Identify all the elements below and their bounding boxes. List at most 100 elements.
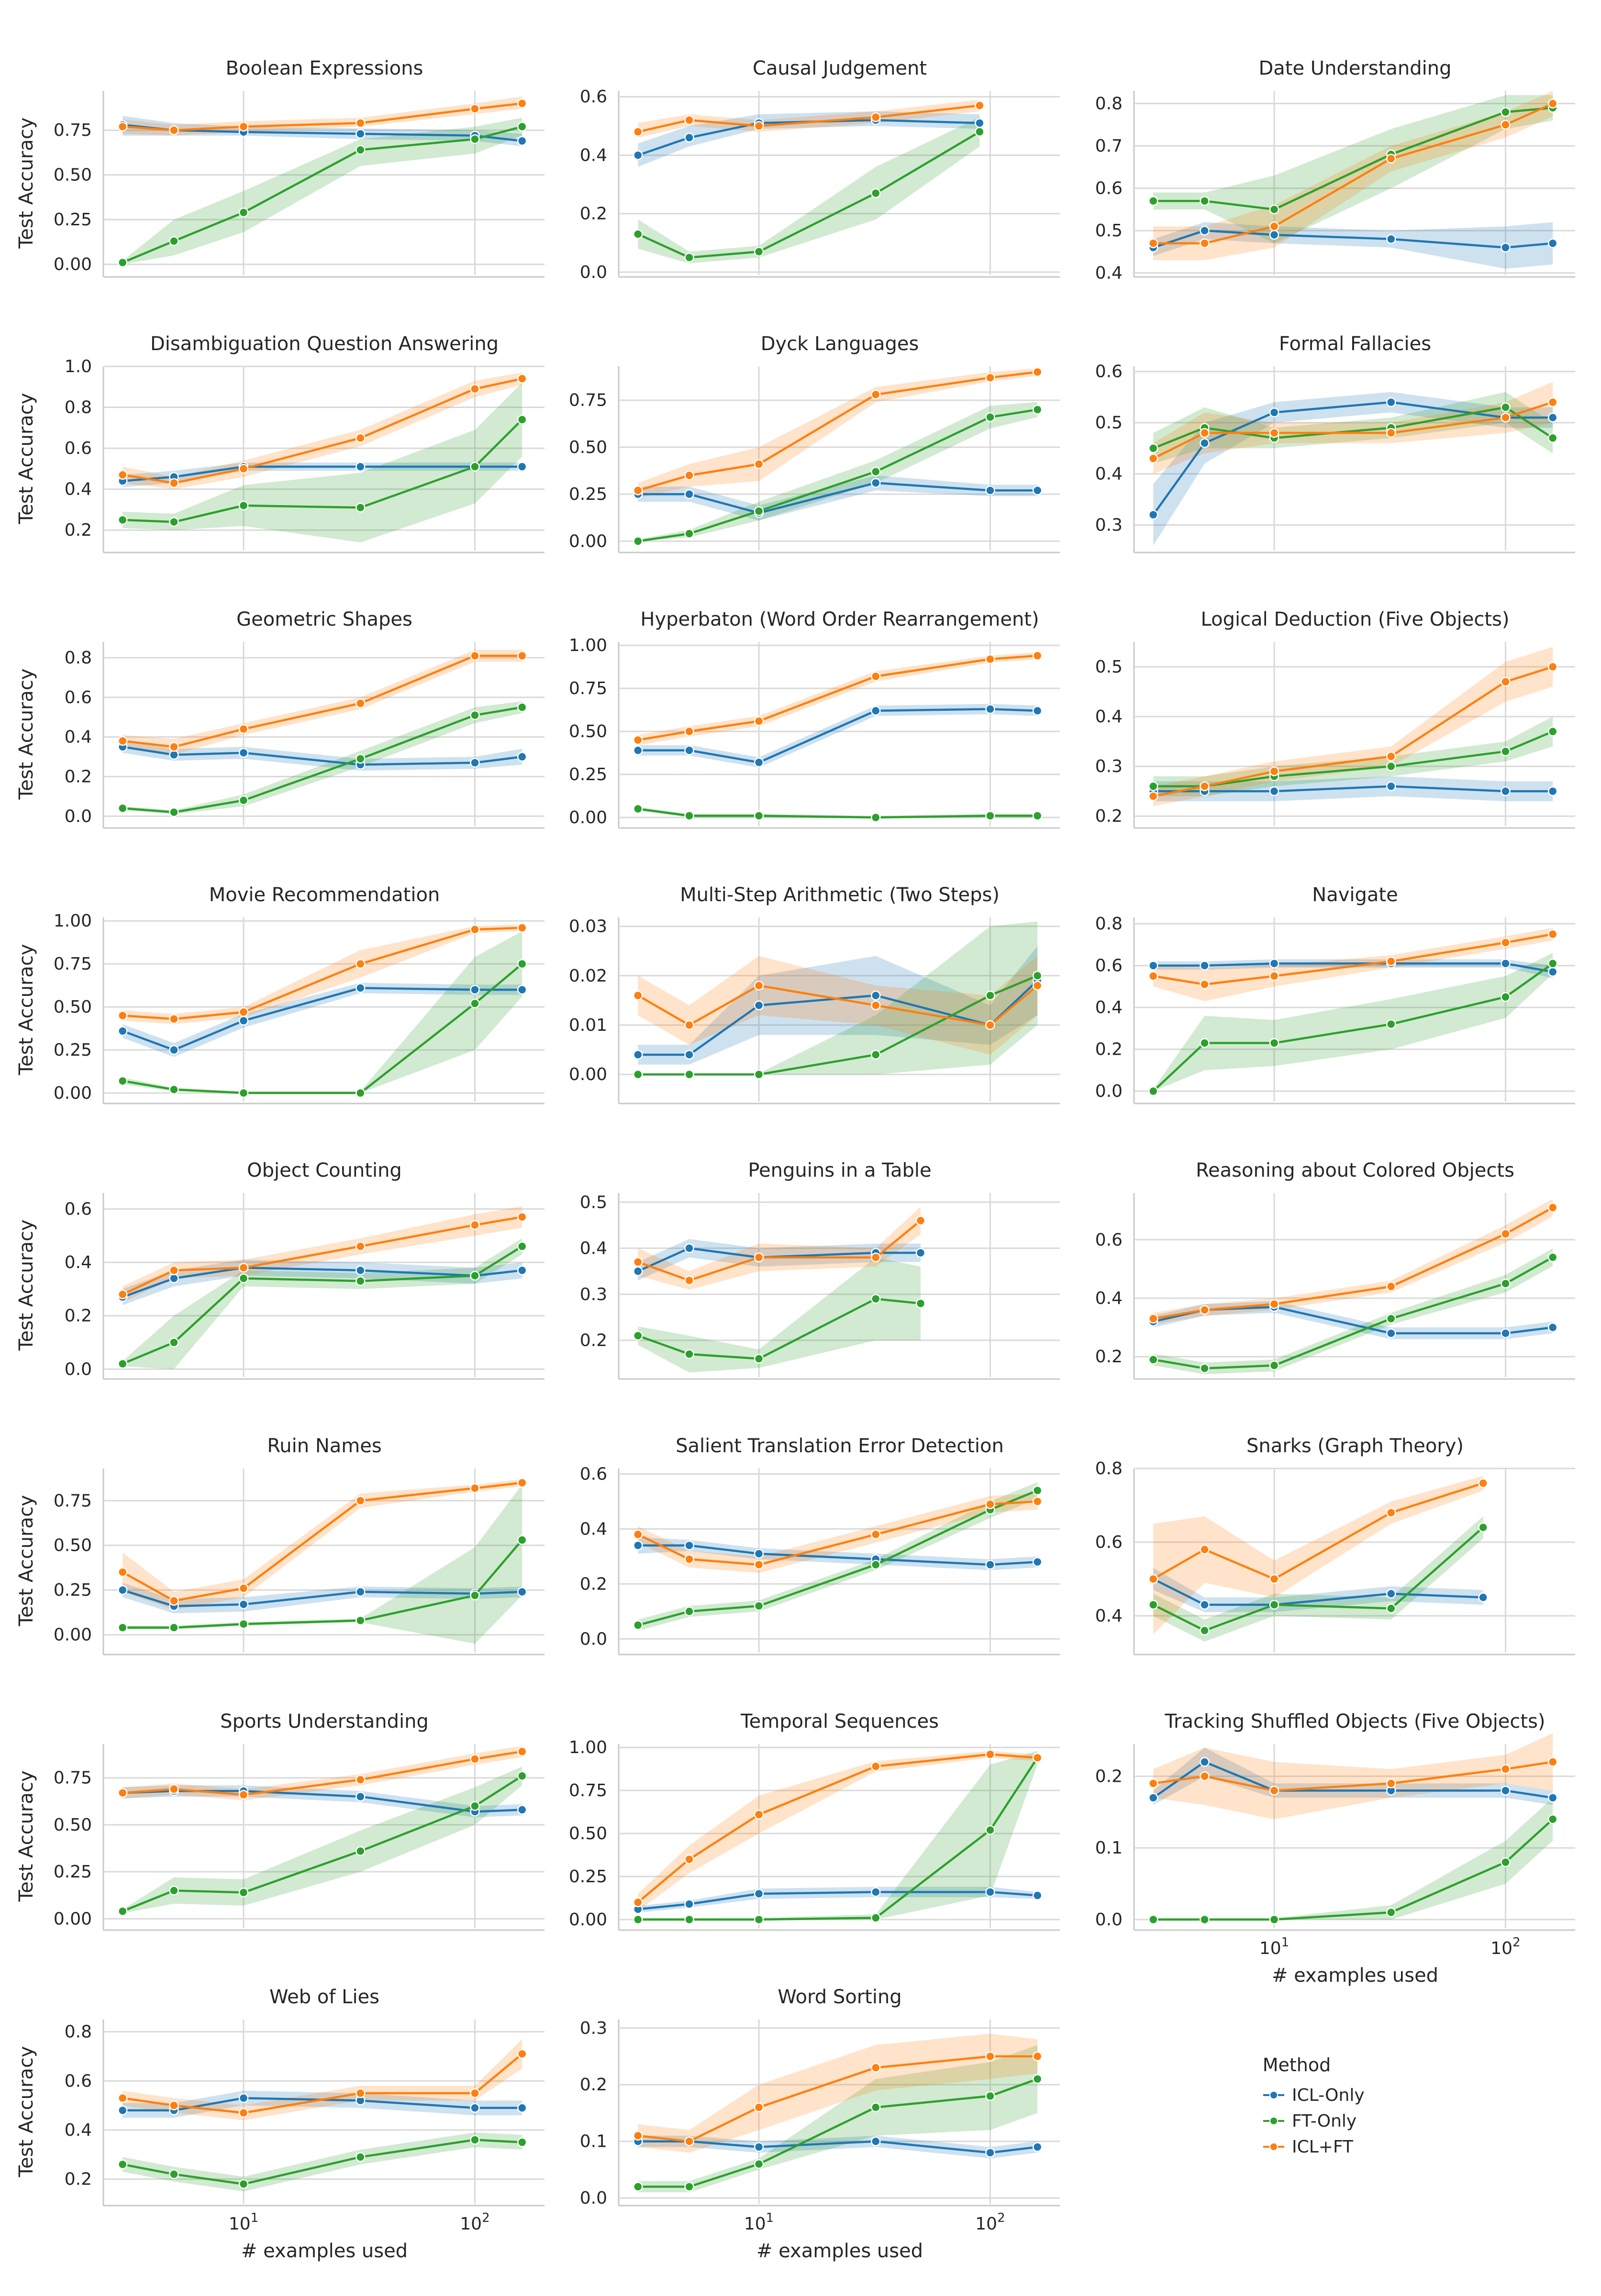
data-point-icl-ft	[985, 1020, 995, 1030]
panel-date-understanding: 0.4 0.5 0.6 0.7 0.8 Date Understanding	[1095, 57, 1575, 283]
data-point-icl-only	[238, 2093, 249, 2103]
y-tick-label: 0.25	[569, 485, 607, 504]
data-point-ft-only	[517, 1535, 527, 1545]
panel-title: Tracking Shuffled Objects (Five Objects)	[1164, 1711, 1545, 1733]
data-point-icl-only	[1200, 1600, 1210, 1610]
data-point-ft-only	[1148, 781, 1158, 792]
series-line-ft-only	[1152, 962, 1554, 1092]
y-tick-label: 0.0	[580, 263, 607, 282]
data-point-ft-only	[1032, 1485, 1043, 1496]
panel-title: Multi-Step Arithmetic (Two Steps)	[680, 884, 1000, 906]
data-point-ft-only	[633, 1620, 643, 1630]
y-tick-label: 0.0	[1095, 1082, 1123, 1101]
data-point-ft-only	[517, 702, 527, 712]
y-axis-label: Test Accuracy	[15, 1219, 37, 1351]
data-point-ft-only	[1386, 1314, 1396, 1324]
y-tick-label: 0.5	[1095, 413, 1123, 433]
data-point-ft-only	[1386, 1019, 1396, 1029]
data-point-icl-ft	[1269, 1574, 1279, 1584]
data-point-icl-ft	[169, 2100, 179, 2110]
ci-band-icl-ft	[1153, 382, 1553, 474]
ci-band-ft-only	[638, 1257, 921, 1373]
data-point-icl-ft	[517, 374, 527, 384]
data-point-icl-ft	[1032, 367, 1043, 377]
x-tick-label: 102	[975, 2211, 1005, 2234]
data-point-ft-only	[754, 506, 764, 516]
subplot-grid: 0.00 0.25 0.50 0.75 Boolean Expressions Test …	[15, 57, 1575, 2262]
y-tick-label: 0.2	[1095, 1040, 1123, 1060]
data-point-ft-only	[1501, 1857, 1511, 1867]
data-point-icl-ft	[1148, 971, 1158, 981]
data-point-ft-only	[1200, 1038, 1210, 1048]
series-line-icl-only	[1152, 401, 1553, 516]
legend: Method ICL-Only FT-Only ICL+FT	[1263, 2054, 1365, 2157]
data-point-ft-only	[633, 1069, 643, 1080]
data-point-icl-ft	[1547, 1203, 1558, 1213]
data-point-icl-ft	[1501, 1229, 1511, 1239]
data-point-icl-ft	[238, 464, 249, 474]
data-point-icl-only	[517, 984, 527, 995]
ci-band-ft-only	[122, 1766, 523, 1913]
data-point-ft-only	[871, 1294, 881, 1304]
data-point-icl-ft	[684, 1554, 694, 1564]
data-point-ft-only	[1501, 402, 1511, 412]
legend-label-icl-only: ICL-Only	[1292, 2086, 1365, 2105]
y-tick-label: 0.2	[580, 204, 607, 224]
data-point-ft-only	[1386, 1907, 1396, 1918]
series-line-ft-only	[1153, 107, 1553, 211]
series-line-ft-only	[637, 408, 1038, 542]
series-line-icl-only	[1153, 962, 1553, 973]
data-point-icl-only	[985, 1559, 995, 1570]
data-point-icl-ft	[754, 981, 764, 991]
series-line-ft-only	[122, 125, 523, 264]
ci-band-icl-ft	[638, 1493, 1038, 1573]
legend-entry-icl-ft: ICL+FT	[1263, 2137, 1354, 2157]
data-point-ft-only	[1032, 2074, 1043, 2084]
data-point-icl-only	[633, 1540, 643, 1551]
data-point-icl-only	[118, 2105, 128, 2116]
y-tick-label: 0.2	[65, 520, 92, 540]
y-tick-label: 0.00	[569, 531, 607, 551]
y-tick-label: 1.00	[569, 636, 607, 655]
data-point-ft-only	[470, 998, 480, 1009]
panel-sports-understanding: 0.00 0.25 0.50 0.75 Sports Understanding Test…	[15, 1711, 545, 1931]
data-point-icl-ft	[169, 125, 179, 135]
y-tick-label: 0.25	[569, 1867, 607, 1887]
data-point-ft-only	[684, 253, 694, 263]
data-point-ft-only	[1547, 1814, 1558, 1824]
series-line-ft-only	[122, 1245, 523, 1365]
ci-band-icl-ft	[122, 2039, 523, 2120]
data-point-icl-ft	[684, 1854, 694, 1865]
panel-title: Web of Lies	[269, 1986, 379, 2008]
data-point-icl-only	[754, 1548, 764, 1559]
y-tick-label: 0.75	[54, 121, 92, 140]
data-point-icl-only	[517, 1265, 527, 1276]
y-tick-label: 0.2	[65, 767, 92, 787]
data-point-icl-only	[1148, 1793, 1158, 1803]
y-tick-label: 0.4	[1095, 264, 1123, 283]
y-tick-label: 0.50	[54, 1815, 92, 1835]
panel-reasoning-about-colored-objects: 0.2 0.4 0.6 Reasoning about Colored Objects	[1095, 1159, 1575, 1380]
panel-object-counting: 0.0 0.2 0.4 0.6 Object Counting Test Accuracy	[15, 1159, 545, 1380]
data-point-ft-only	[1269, 1360, 1279, 1370]
data-point-icl-only	[1547, 786, 1558, 796]
data-point-ft-only	[169, 236, 179, 246]
panel-title: Ruin Names	[267, 1435, 381, 1457]
y-tick-label: 0.3	[580, 2019, 607, 2038]
data-point-icl-only	[985, 704, 995, 714]
data-point-icl-only	[1547, 238, 1558, 248]
ci-band-icl-only	[1153, 392, 1553, 546]
data-point-icl-ft	[169, 742, 179, 752]
data-point-ft-only	[1386, 761, 1396, 772]
y-tick-label: 0.4	[1095, 998, 1123, 1017]
data-point-ft-only	[1032, 971, 1043, 981]
y-tick-label: 0.2	[1095, 806, 1123, 826]
y-tick-label: 0.75	[54, 1491, 92, 1511]
data-point-ft-only	[985, 412, 995, 422]
data-point-icl-ft	[871, 2063, 881, 2073]
data-point-icl-ft	[1200, 781, 1210, 792]
series-line-ft-only	[638, 974, 1038, 1076]
panel-multi-step-arithmetic-two-steps: 0.00 0.01 0.02 0.03 Multi-Step Arithmetic (T…	[569, 884, 1060, 1104]
data-point-icl-only	[169, 1273, 179, 1283]
y-tick-label: 0.0	[65, 1359, 92, 1379]
